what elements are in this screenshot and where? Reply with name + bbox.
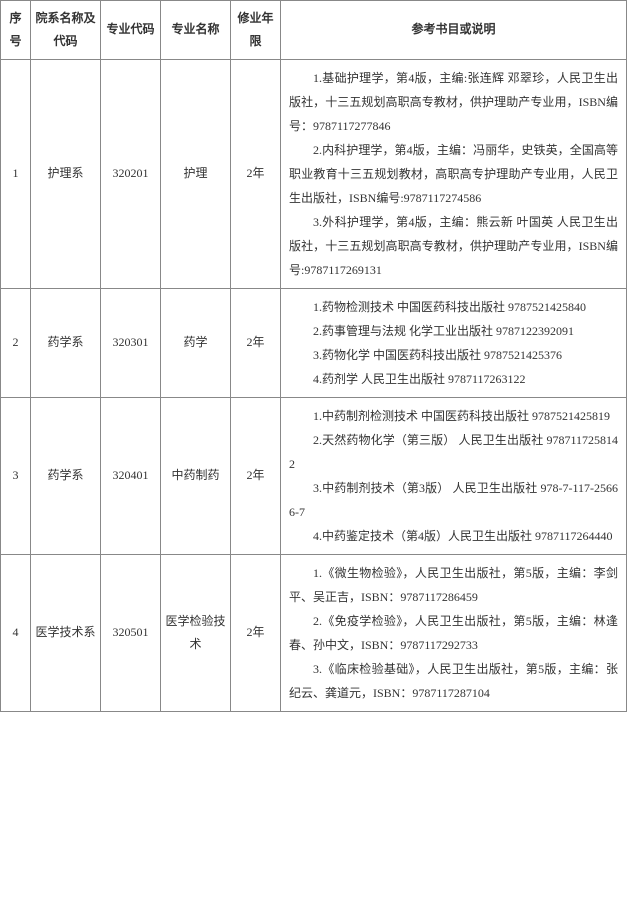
cell-dept: 医学技术系 [31,554,101,711]
table-row: 1护理系320201护理2年1.基础护理学，第4版，主编:张连辉 邓翠珍，人民卫… [1,59,627,288]
desc-paragraph: 3.外科护理学，第4版，主编：熊云新 叶国英 人民卫生出版社，十三五规划高职高专… [289,210,618,282]
cell-years: 2年 [231,554,281,711]
cell-dept: 护理系 [31,59,101,288]
cell-code: 320501 [101,554,161,711]
cell-years: 2年 [231,59,281,288]
table-row: 3药学系320401中药制药2年1.中药制剂检测技术 中国医药科技出版社 978… [1,397,627,554]
cell-name: 中药制药 [161,397,231,554]
cell-name: 医学检验技术 [161,554,231,711]
header-row: 序号 院系名称及代码 专业代码 专业名称 修业年限 参考书目或说明 [1,1,627,60]
desc-paragraph: 2.药事管理与法规 化学工业出版社 9787122392091 [289,319,618,343]
header-seq: 序号 [1,1,31,60]
desc-paragraph: 2.天然药物化学（第三版） 人民卫生出版社 9787117258142 [289,428,618,476]
cell-name: 护理 [161,59,231,288]
desc-paragraph: 3.药物化学 中国医药科技出版社 9787521425376 [289,343,618,367]
cell-code: 320201 [101,59,161,288]
cell-dept: 药学系 [31,397,101,554]
cell-seq: 2 [1,288,31,397]
header-years: 修业年限 [231,1,281,60]
reference-table: 序号 院系名称及代码 专业代码 专业名称 修业年限 参考书目或说明 1护理系32… [0,0,627,712]
desc-paragraph: 2.内科护理学，第4版，主编：冯丽华，史铁英，全国高等职业教育十三五规划教材，高… [289,138,618,210]
table-row: 2药学系320301药学2年1.药物检测技术 中国医药科技出版社 9787521… [1,288,627,397]
header-dept: 院系名称及代码 [31,1,101,60]
header-code: 专业代码 [101,1,161,60]
header-name: 专业名称 [161,1,231,60]
cell-desc: 1.《微生物检验》，人民卫生出版社，第5版，主编：李剑平、吴正吉，ISBN：97… [281,554,627,711]
cell-years: 2年 [231,288,281,397]
desc-paragraph: 4.中药鉴定技术（第4版）人民卫生出版社 9787117264440 [289,524,618,548]
cell-desc: 1.药物检测技术 中国医药科技出版社 97875214258402.药事管理与法… [281,288,627,397]
cell-desc: 1.中药制剂检测技术 中国医药科技出版社 97875214258192.天然药物… [281,397,627,554]
desc-paragraph: 1.中药制剂检测技术 中国医药科技出版社 9787521425819 [289,404,618,428]
desc-paragraph: 1.基础护理学，第4版，主编:张连辉 邓翠珍，人民卫生出版社，十三五规划高职高专… [289,66,618,138]
cell-name: 药学 [161,288,231,397]
cell-years: 2年 [231,397,281,554]
desc-paragraph: 2.《免疫学检验》，人民卫生出版社，第5版，主编：林逢春、孙中文，ISBN：97… [289,609,618,657]
cell-dept: 药学系 [31,288,101,397]
desc-paragraph: 3.《临床检验基础》，人民卫生出版社，第5版，主编：张纪云、龚道元，ISBN：9… [289,657,618,705]
cell-seq: 3 [1,397,31,554]
cell-seq: 4 [1,554,31,711]
desc-paragraph: 4.药剂学 人民卫生出版社 9787117263122 [289,367,618,391]
cell-code: 320301 [101,288,161,397]
cell-code: 320401 [101,397,161,554]
cell-seq: 1 [1,59,31,288]
desc-paragraph: 1.药物检测技术 中国医药科技出版社 9787521425840 [289,295,618,319]
table-body: 1护理系320201护理2年1.基础护理学，第4版，主编:张连辉 邓翠珍，人民卫… [1,59,627,711]
desc-paragraph: 1.《微生物检验》，人民卫生出版社，第5版，主编：李剑平、吴正吉，ISBN：97… [289,561,618,609]
table-row: 4医学技术系320501医学检验技术2年1.《微生物检验》，人民卫生出版社，第5… [1,554,627,711]
cell-desc: 1.基础护理学，第4版，主编:张连辉 邓翠珍，人民卫生出版社，十三五规划高职高专… [281,59,627,288]
desc-paragraph: 3.中药制剂技术（第3版） 人民卫生出版社 978-7-117-25666-7 [289,476,618,524]
header-desc: 参考书目或说明 [281,1,627,60]
